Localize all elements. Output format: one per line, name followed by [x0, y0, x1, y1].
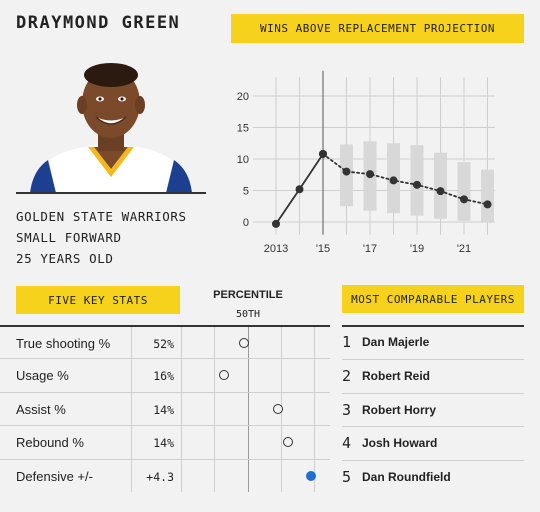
stat-row: True shooting % 52% — [0, 325, 330, 360]
war-data-point — [483, 200, 492, 209]
war-data-point — [272, 219, 280, 228]
team-name: GOLDEN STATE WARRIORS — [16, 209, 187, 224]
y-tick-label: 0 — [243, 217, 249, 229]
percentile-50th-line — [248, 325, 249, 492]
war-data-point — [366, 170, 374, 179]
stat-row: Usage % 16% — [0, 358, 330, 392]
stat-value: 14% — [153, 436, 174, 451]
percentile-marker — [219, 370, 229, 381]
percentile-50th-label: 50TH — [235, 309, 261, 320]
stat-value: +4.3 — [146, 469, 174, 484]
comparable-player-row: 1 Dan Majerle — [342, 326, 524, 359]
war-data-point — [413, 180, 421, 189]
player-position: SMALL FORWARD — [16, 230, 122, 245]
comparable-players-header: MOST COMPARABLE PLAYERS — [342, 285, 524, 313]
war-data-point — [389, 176, 398, 185]
player-name: DRAYMOND GREEN — [16, 13, 181, 33]
percentile-marker — [239, 338, 249, 348]
x-tick-label: 2013 — [264, 243, 288, 255]
player-age: 25 YEARS OLD — [16, 251, 114, 266]
war-chart: 0 5 10 15 20 2013 '15 '17 '19 '21 — [237, 70, 495, 255]
war-data-point — [460, 195, 468, 204]
projection-range-bar — [481, 169, 494, 222]
comparable-rank: 2 — [342, 367, 352, 386]
stats-column-divider — [131, 325, 132, 492]
comparable-rank: 5 — [342, 467, 352, 486]
stat-row: Rebound % 14% — [0, 425, 330, 459]
stats-column-divider — [214, 325, 215, 492]
comparable-player-row: 3 Robert Horry — [342, 392, 524, 427]
five-key-stats-header: FIVE KEY STATS — [16, 286, 180, 314]
war-data-point — [319, 149, 327, 158]
percentile-marker — [306, 470, 316, 481]
stat-label: Assist % — [16, 401, 66, 417]
stat-value: 52% — [153, 337, 174, 351]
comparable-player-name: Dan Majerle — [362, 335, 430, 349]
x-tick-label: '15 — [316, 243, 330, 255]
war-data-point — [295, 185, 304, 194]
photo-divider — [16, 192, 206, 194]
war-data-point — [342, 167, 351, 176]
comparable-player-name: Robert Horry — [362, 402, 437, 417]
comparables-top-rule — [342, 325, 524, 327]
projection-range-bar — [457, 162, 471, 221]
war-data-point — [436, 187, 445, 196]
projection-line — [322, 153, 489, 206]
player-photo — [16, 55, 206, 193]
comparable-player-row: 2 Robert Reid — [342, 359, 524, 393]
x-tick-label: '17 — [363, 243, 377, 255]
y-tick-label: 10 — [237, 154, 249, 166]
projection-range-bar — [434, 152, 447, 219]
stats-column-divider — [314, 325, 315, 492]
comparable-player-name: Dan Roundfield — [362, 469, 451, 484]
comparable-player-name: Robert Reid — [362, 369, 431, 384]
comparable-rank: 4 — [342, 434, 352, 453]
projection-range-bar — [410, 145, 424, 216]
y-tick-label: 15 — [237, 123, 249, 135]
stat-row: Assist % 14% — [0, 391, 330, 426]
percentile-marker — [283, 437, 293, 448]
stat-row: Defensive +/- +4.3 — [0, 458, 330, 493]
comparable-player-name: Josh Howard — [362, 436, 438, 451]
war-projection-header: WINS ABOVE REPLACEMENT PROJECTION — [231, 14, 524, 43]
stat-label: Defensive +/- — [16, 468, 93, 484]
stat-label: Usage % — [16, 368, 69, 384]
y-tick-label: 5 — [243, 186, 249, 198]
stat-label: Rebound % — [16, 435, 84, 451]
x-tick-label: '21 — [457, 243, 471, 255]
stat-value: 16% — [153, 369, 174, 384]
comparable-player-row: 4 Josh Howard — [342, 426, 524, 460]
percentile-header: PERCENTILE — [213, 289, 283, 301]
comparable-player-row: 5 Dan Roundfield — [342, 459, 524, 494]
stat-label: True shooting % — [16, 336, 111, 351]
x-tick-label: '19 — [410, 243, 424, 255]
y-tick-label: 20 — [237, 91, 249, 103]
comparable-rank: 3 — [342, 400, 352, 419]
comparable-rank: 1 — [342, 333, 352, 351]
stats-column-divider — [181, 325, 182, 492]
stat-value: 14% — [153, 402, 174, 417]
percentile-marker — [273, 403, 283, 414]
